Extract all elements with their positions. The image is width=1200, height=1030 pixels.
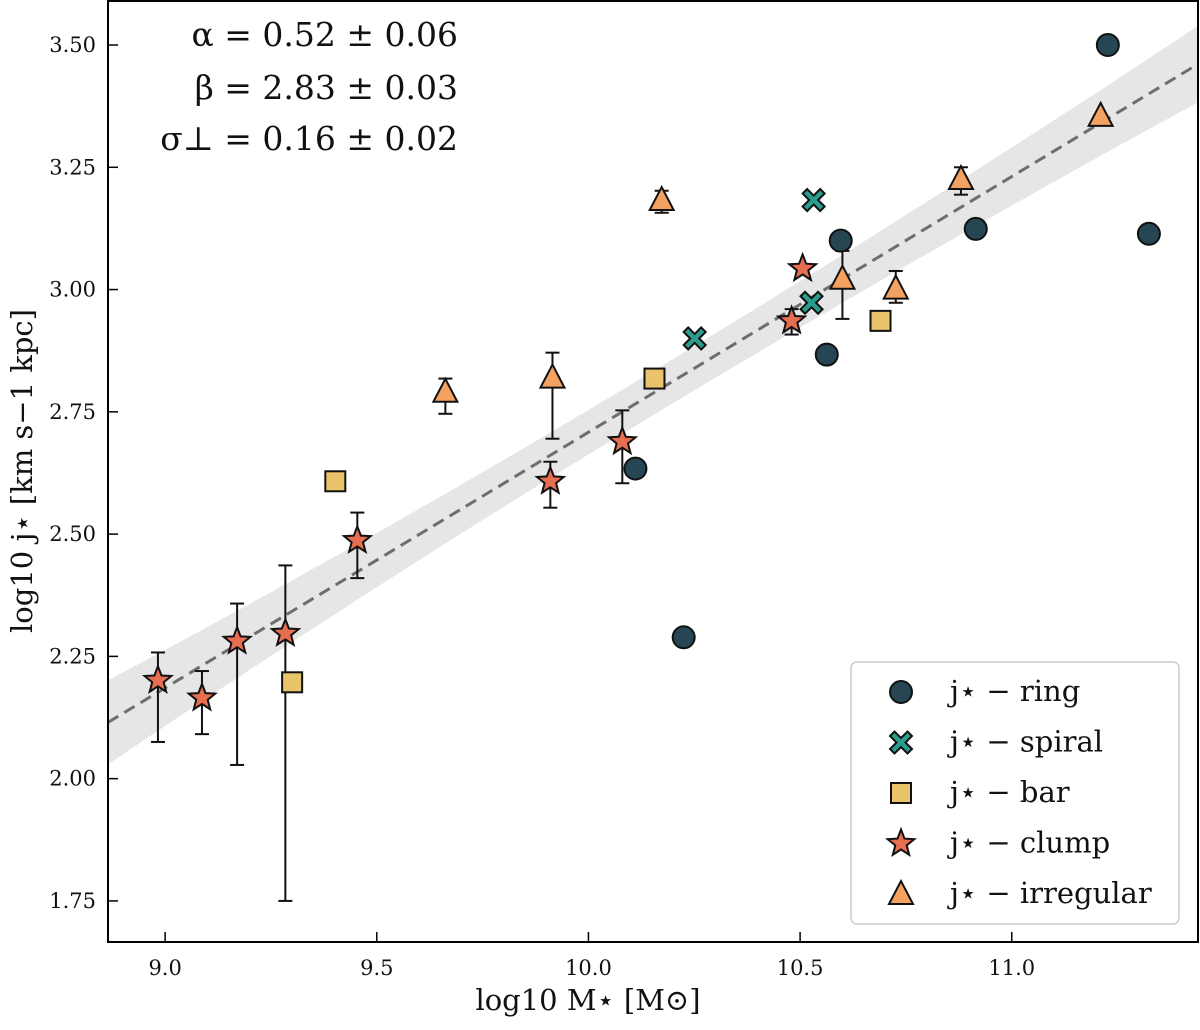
y-tick-label: 1.75 xyxy=(49,889,96,913)
x-axis-label: log10 M⋆ [M⊙] xyxy=(475,983,700,1017)
legend-label: j⋆ − clump xyxy=(947,826,1110,860)
legend-marker-x xyxy=(888,730,914,755)
y-tick-label: 2.00 xyxy=(49,767,96,791)
legend-box xyxy=(850,661,1180,925)
marker-layer xyxy=(141,33,1161,712)
legend-label: j⋆ − spiral xyxy=(947,725,1103,759)
point-circle xyxy=(623,456,648,481)
y-tick-label: 2.75 xyxy=(49,400,96,424)
point-x xyxy=(801,187,827,213)
point-star xyxy=(775,304,808,335)
point-x xyxy=(682,326,708,351)
point-circle xyxy=(814,342,839,367)
point-circle xyxy=(828,228,853,253)
point-square xyxy=(643,367,666,390)
point-star xyxy=(786,251,819,283)
point-triangle xyxy=(947,163,975,191)
point-triangle xyxy=(1086,100,1115,127)
point-star xyxy=(141,663,174,694)
tick-layer: 9.0 9.5 10.0 10.5 11.0 1.75 2.00 2.25 2.50 2.75 3.… xyxy=(49,33,1035,980)
point-square xyxy=(281,671,304,694)
point-triangle xyxy=(648,184,676,212)
y-axis-label: log10 j⋆ [km s−1 kpc] xyxy=(5,309,39,633)
legend: j⋆ − ring j⋆ − spiral j⋆ − bar j⋆ − clump j⋆… xyxy=(850,661,1180,925)
point-star xyxy=(269,616,302,647)
x-tick-label: 9.0 xyxy=(148,956,181,980)
x-tick-label: 10.0 xyxy=(565,956,612,980)
y-tick-label: 3.25 xyxy=(49,155,96,179)
point-star xyxy=(606,424,639,456)
fit-band-layer xyxy=(108,25,1198,765)
annotation-alpha: α = 0.52 ± 0.06 xyxy=(192,15,459,54)
legend-marker-circle xyxy=(889,680,913,704)
point-triangle xyxy=(538,362,567,389)
annotation-beta: β = 2.83 ± 0.03 xyxy=(195,68,458,107)
fit-line-layer xyxy=(107,62,1199,724)
y-tick-label: 3.50 xyxy=(49,33,96,57)
point-star xyxy=(341,523,374,555)
point-square xyxy=(869,309,892,332)
x-tick-label: 9.5 xyxy=(360,956,393,980)
x-tick-label: 10.5 xyxy=(777,956,824,980)
point-triangle xyxy=(882,273,910,300)
y-tick-label: 2.50 xyxy=(49,522,96,546)
y-tick-label: 3.00 xyxy=(49,278,96,302)
legend-marker-triangle xyxy=(887,878,915,905)
y-tick-label: 2.25 xyxy=(49,644,96,668)
point-star xyxy=(534,464,567,495)
point-circle xyxy=(963,216,988,241)
point-circle xyxy=(1095,33,1120,58)
point-circle xyxy=(671,625,696,650)
legend-marker-star xyxy=(885,826,917,858)
point-triangle xyxy=(828,263,857,290)
point-star xyxy=(186,681,218,712)
point-triangle xyxy=(431,376,460,403)
point-square xyxy=(324,470,347,493)
annotation-sigma: σ⊥ = 0.16 ± 0.02 xyxy=(160,119,458,158)
x-tick-label: 11.0 xyxy=(988,956,1035,980)
legend-label: j⋆ − irregular xyxy=(947,876,1152,910)
legend-label: j⋆ − bar xyxy=(947,775,1070,809)
legend-label: j⋆ − ring xyxy=(947,674,1080,708)
point-circle xyxy=(1136,221,1161,246)
plot-frame xyxy=(107,0,1199,943)
legend-marker-square xyxy=(890,782,912,804)
fit-line xyxy=(107,62,1199,724)
point-x xyxy=(799,290,824,316)
fit-confidence-band xyxy=(108,25,1198,765)
point-star xyxy=(221,624,254,655)
